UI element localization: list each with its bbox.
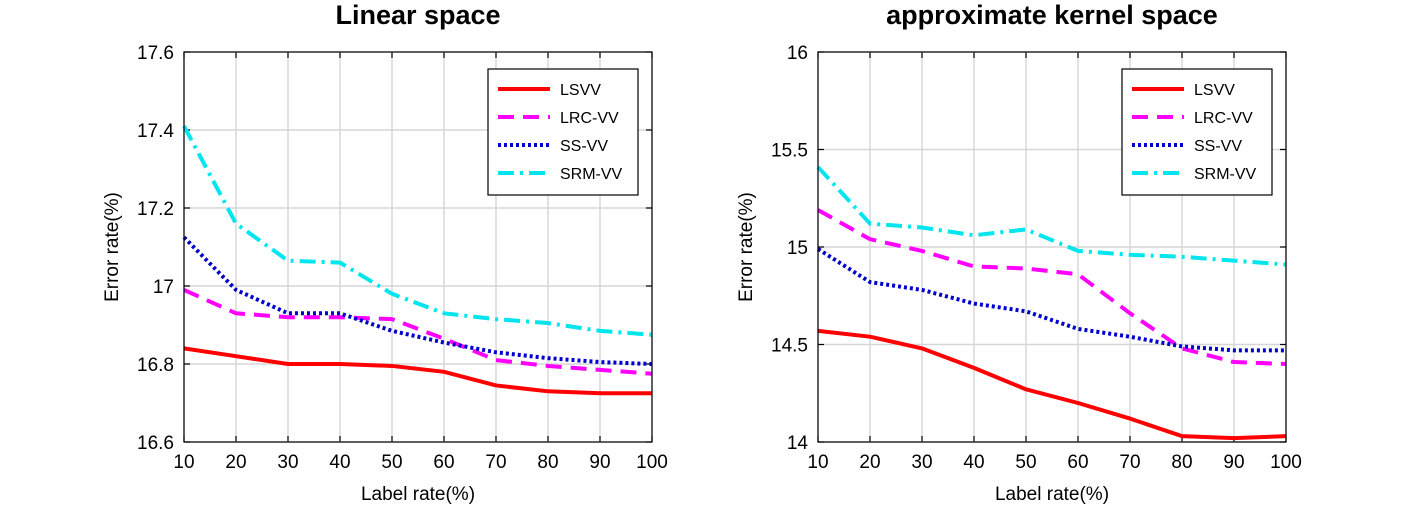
series-line-ss-vv [816, 247, 1286, 353]
x-tick-label: 20 [225, 452, 246, 473]
chart-panel-2: 10 20 30 40 50 60 70 80 90 100 14 14.5 15 15.5 16 appro… [736, 0, 1302, 505]
series-line-lsvv [817, 328, 1287, 441]
series-line-lrc-vv [817, 208, 1287, 366]
series-line-lrc-vv [183, 288, 653, 376]
x-tick-label: 80 [537, 452, 558, 473]
y-tick-label: 16.6 [137, 433, 174, 454]
legend-label-srm-vv: SRM-VV [1194, 166, 1257, 183]
series-line-lsvv [183, 346, 652, 396]
x-tick-label: 100 [1270, 452, 1302, 473]
series-line-srm-vv [816, 165, 1287, 267]
legend-label-ss-vv: SS-VV [560, 138, 608, 155]
y-tick-label: 17.4 [137, 121, 174, 142]
x-tick-label: 30 [277, 452, 298, 473]
chart-title: approximate kernel space [886, 0, 1218, 30]
legend-label-lsvv: LSVV [1194, 82, 1235, 99]
legend-label-lrc-vv: LRC-VV [560, 110, 619, 127]
x-tick-label: 40 [963, 452, 984, 473]
series-line-srm-vv [182, 125, 653, 337]
x-tick-label: 20 [859, 452, 880, 473]
y-tick-label: 15.5 [771, 141, 808, 162]
legend-label-srm-vv: SRM-VV [560, 166, 623, 183]
x-tick-label: 70 [1119, 452, 1140, 473]
legend-label-lrc-vv: LRC-VV [1194, 110, 1253, 127]
legend: LSVV LRC-VV SS-VV SRM-VV [1121, 68, 1273, 196]
x-tick-label: 10 [173, 452, 194, 473]
legend-label-lsvv: LSVV [560, 82, 601, 99]
x-tick-label: 50 [381, 452, 402, 473]
x-tick-label: 100 [636, 452, 668, 473]
legend-label-ss-vv: SS-VV [1194, 138, 1242, 155]
chart-title: Linear space [335, 0, 500, 30]
y-axis-label: Error rate(%) [736, 192, 757, 302]
y-axis-label: Error rate(%) [102, 192, 123, 302]
x-tick-label: 90 [1223, 452, 1244, 473]
y-tick-label: 16.8 [137, 355, 174, 376]
x-tick-label: 30 [911, 452, 932, 473]
x-axis-label: Label rate(%) [995, 484, 1109, 505]
y-tick-label: 17.2 [137, 199, 174, 220]
x-tick-label: 50 [1015, 452, 1036, 473]
x-axis-label: Label rate(%) [361, 484, 475, 505]
y-tick-label: 14.5 [771, 336, 808, 357]
x-tick-label: 70 [485, 452, 506, 473]
x-tick-label: 10 [807, 452, 828, 473]
chart-panel-1: 10 20 30 40 50 60 70 80 90 100 16.6 16.8 17 17.2 17.4 1… [102, 0, 668, 505]
x-tick-label: 80 [1171, 452, 1192, 473]
x-tick-label: 60 [433, 452, 454, 473]
y-tick-label: 15 [787, 238, 808, 259]
y-tick-label: 16 [787, 43, 808, 64]
x-tick-label: 40 [329, 452, 350, 473]
x-tick-label: 90 [589, 452, 610, 473]
legend: LSVV LRC-VV SS-VV SRM-VV [487, 68, 639, 196]
y-tick-label: 14 [787, 433, 809, 454]
axes-frame [183, 51, 653, 443]
x-tick-label: 60 [1067, 452, 1088, 473]
series-line-ss-vv [182, 235, 653, 366]
y-tick-label: 17 [153, 277, 174, 298]
y-tick-label: 17.6 [137, 43, 174, 64]
axes-frame [817, 51, 1287, 443]
